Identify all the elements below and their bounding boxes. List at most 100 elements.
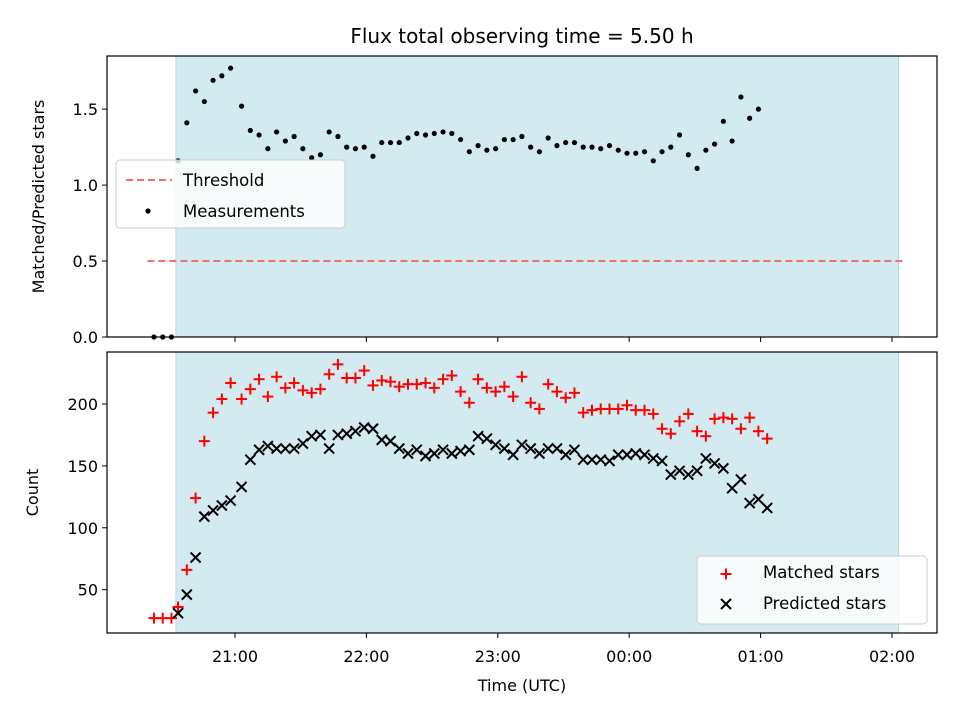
matched-star-point bbox=[665, 428, 677, 440]
predicted-star-point bbox=[340, 427, 353, 440]
measurement-point bbox=[624, 150, 630, 156]
cross-stroke-b bbox=[559, 449, 572, 461]
bottom-legend: Matched stars Predicted stars bbox=[696, 555, 928, 625]
cross-stroke-b bbox=[332, 429, 344, 441]
y-tick-label: 1.5 bbox=[73, 100, 98, 119]
predicted-star-point bbox=[524, 442, 537, 455]
measurement-point bbox=[219, 73, 225, 79]
matched-star-point bbox=[181, 564, 193, 576]
predicted-star-point bbox=[244, 453, 257, 466]
cross-stroke-b bbox=[656, 455, 668, 467]
cross-stroke-b bbox=[752, 493, 765, 506]
matched-star-point bbox=[744, 412, 756, 424]
predicted-star-point bbox=[323, 442, 335, 455]
cross-stroke-b bbox=[481, 432, 493, 445]
top-axes-frame bbox=[106, 55, 938, 338]
top-legend: Threshold Measurements bbox=[115, 159, 346, 229]
measurement-point bbox=[184, 120, 190, 126]
x-tick-label: 00:00 bbox=[606, 647, 652, 666]
measurement-point bbox=[668, 144, 674, 150]
cross-stroke-b bbox=[647, 452, 659, 465]
legend-measurements-label: Measurements bbox=[183, 202, 305, 221]
cross-stroke-b bbox=[384, 435, 397, 447]
matched-star-point bbox=[376, 374, 388, 386]
matched-star-point bbox=[271, 371, 283, 383]
measurement-point bbox=[747, 115, 753, 121]
matched-star-point bbox=[198, 435, 210, 447]
matched-star-point bbox=[306, 387, 318, 399]
cross-stroke-b bbox=[489, 439, 502, 451]
measurement-point bbox=[291, 133, 297, 140]
measurement-point bbox=[659, 149, 665, 155]
measurement-point bbox=[536, 149, 543, 155]
cross-stroke-b bbox=[673, 465, 686, 477]
y-tick-label: 0.0 bbox=[73, 328, 98, 347]
cross-stroke-b bbox=[612, 449, 624, 461]
predicted-star-point bbox=[559, 449, 572, 461]
predicted-star-point bbox=[708, 457, 721, 470]
measurement-point bbox=[300, 146, 306, 152]
predicted-star-point bbox=[691, 465, 703, 477]
matched-star-point bbox=[560, 392, 572, 404]
measurement-point bbox=[641, 149, 648, 155]
predicted-star-point bbox=[428, 447, 440, 460]
cross-stroke-b bbox=[507, 449, 519, 461]
matched-star-point bbox=[656, 423, 668, 435]
cross-stroke-b bbox=[551, 442, 563, 455]
matched-star-point bbox=[165, 612, 177, 624]
cross-stroke-b bbox=[393, 442, 405, 455]
predicted-star-point bbox=[638, 449, 651, 461]
predicted-star-point bbox=[507, 449, 519, 461]
predicted-star-point bbox=[542, 442, 554, 455]
matched-star-point bbox=[490, 386, 502, 398]
legend-predicted-label: Predicted stars bbox=[763, 594, 886, 613]
matched-star-point bbox=[507, 391, 519, 403]
cross-stroke-b bbox=[463, 444, 476, 456]
matched-star-point bbox=[349, 372, 361, 384]
measurement-point bbox=[571, 139, 578, 146]
predicted-star-point bbox=[752, 493, 765, 506]
predicted-star-point bbox=[181, 588, 193, 601]
measurement-point bbox=[545, 135, 551, 141]
cross-stroke-b bbox=[419, 450, 432, 462]
matched-star-point bbox=[577, 407, 589, 419]
cross-stroke-b bbox=[262, 440, 274, 452]
cross-stroke-b bbox=[586, 453, 598, 466]
measurement-point bbox=[210, 77, 216, 83]
cross-stroke-b bbox=[735, 473, 747, 486]
matched-star-point bbox=[586, 404, 598, 416]
predicted-stars-layer bbox=[172, 421, 773, 619]
matched-star-point bbox=[455, 386, 467, 398]
cross-stroke-b bbox=[472, 430, 484, 442]
cross-stroke-b bbox=[665, 468, 677, 481]
matched-star-point bbox=[533, 403, 545, 415]
bottom-y-axis-label: Count bbox=[23, 469, 42, 517]
cross-stroke-b bbox=[253, 444, 265, 456]
matched-star-point bbox=[463, 397, 475, 409]
predicted-star-point bbox=[446, 447, 458, 460]
matched-star-point bbox=[367, 379, 379, 391]
ratio-panel: 0.0 0.5 1.0 1.5 Flux total observing time =… bbox=[29, 24, 938, 347]
matched-star-point bbox=[525, 397, 537, 409]
matched-star-point bbox=[621, 399, 633, 411]
cross-stroke-b bbox=[288, 442, 300, 455]
cross-stroke-b bbox=[691, 465, 703, 477]
predicted-star-point bbox=[568, 444, 581, 456]
measurement-point bbox=[475, 143, 481, 149]
measurements-layer bbox=[151, 65, 762, 340]
matched-star-point bbox=[323, 368, 335, 380]
measurement-point bbox=[493, 146, 499, 152]
cross-stroke-b bbox=[524, 442, 537, 455]
matched-star-point bbox=[253, 373, 265, 385]
matched-star-point bbox=[207, 407, 219, 419]
predicted-star-point bbox=[253, 444, 265, 456]
predicted-star-point bbox=[673, 465, 686, 477]
matched-star-point bbox=[674, 415, 686, 427]
measurement-point bbox=[422, 132, 429, 138]
matched-star-point bbox=[332, 358, 344, 370]
measurement-point bbox=[247, 127, 253, 134]
measurement-point bbox=[201, 98, 207, 105]
cross-stroke-b bbox=[533, 447, 546, 460]
predicted-star-point bbox=[533, 447, 546, 460]
cross-stroke-b bbox=[437, 444, 449, 456]
